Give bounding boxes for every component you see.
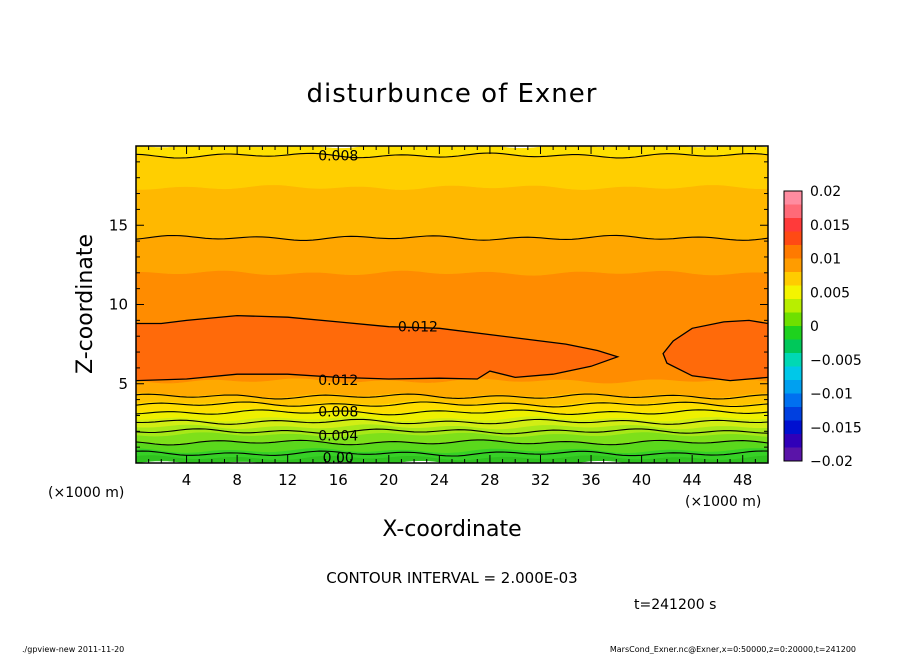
colorbar-swatch <box>784 434 802 448</box>
colorbar-tick-label: −0.02 <box>810 454 853 470</box>
contour-label-3: 0.012 <box>318 373 358 389</box>
contour-region-1 <box>663 320 768 381</box>
x-tick-label: 12 <box>278 471 297 489</box>
contour-band-11 <box>136 235 768 276</box>
colorbar-swatch <box>784 191 802 205</box>
contour-line-4 <box>136 409 768 416</box>
contour-region-0 <box>136 315 618 381</box>
colorbar-tick-label: −0.005 <box>810 353 862 369</box>
colorbar-swatch <box>784 272 802 286</box>
x-axis-label: X-coordinate <box>382 517 521 542</box>
x-tick-label: 20 <box>379 471 398 489</box>
x-tick-label: 16 <box>329 471 348 489</box>
colorbar-swatch <box>784 380 802 394</box>
colorbar-tick-label: 0.02 <box>810 184 841 200</box>
x-tick-label: 40 <box>632 471 651 489</box>
colorbar-swatch <box>784 218 802 232</box>
colorbar-frame <box>783 190 803 462</box>
colorbar-swatch <box>784 353 802 367</box>
y-tick-label: 5 <box>118 375 128 393</box>
x-tick-label: 32 <box>531 471 550 489</box>
contour-interval-text: CONTOUR INTERVAL = 2.000E-03 <box>326 569 577 587</box>
footer-right: MarsCond_Exner.nc@Exner,x=0:50000,z=0:20… <box>610 645 856 654</box>
x-tick-label: 48 <box>733 471 752 489</box>
footer-left: ./gpview-new 2011-11-20 <box>22 645 124 654</box>
colorbar-swatch <box>784 204 802 219</box>
contour-label-2: 0.008 <box>318 404 358 420</box>
colorbar-swatch <box>784 312 802 327</box>
contour-line-5 <box>136 401 768 408</box>
x-unit-right: (×1000 m) <box>685 494 761 510</box>
contour-line-0012-left <box>136 314 620 382</box>
colorbar-swatch <box>784 447 802 462</box>
colorbar-swatch <box>784 366 802 381</box>
colorbar-tick-label: 0.005 <box>810 285 850 301</box>
x-tick-label: 28 <box>480 471 499 489</box>
y-tick-label: 15 <box>109 216 128 234</box>
colorbar <box>783 190 803 462</box>
contour-line-0 <box>136 450 768 457</box>
contour-line-layer <box>136 152 768 457</box>
colorbar-swatch <box>784 393 802 408</box>
x-tick-label: 36 <box>581 471 600 489</box>
contour-label-1: 0.004 <box>318 428 358 444</box>
contour-line-7 <box>136 234 768 241</box>
x-unit-left: (×1000 m) <box>48 485 124 501</box>
x-axis: 4 8 12 16 20 24 28 32 36 40 44 48 <box>148 146 756 489</box>
colorbar-swatch <box>784 245 802 259</box>
colorbar-ticks: 0.02 0.015 0.01 0.005 0 −0.005 −0.01 −0.015 −0.0… <box>810 184 862 470</box>
colorbar-swatch <box>784 339 802 354</box>
colorbar-swatch <box>784 407 802 421</box>
colorbar-tick-label: −0.015 <box>810 420 862 436</box>
contour-band-13 <box>136 152 768 190</box>
colorbar-swatch <box>784 231 802 246</box>
contour-line-3 <box>136 418 768 425</box>
contour-band-12 <box>136 184 768 241</box>
chart-title: disturbunce of Exner <box>307 79 598 109</box>
colorbar-swatch <box>784 258 802 273</box>
colorbar-swatch <box>784 285 802 300</box>
contour-label-4: 0.012 <box>398 320 438 336</box>
contour-line-8 <box>136 152 768 159</box>
time-label: t=241200 s <box>634 597 716 613</box>
colorbar-tick-label: −0.01 <box>810 387 853 403</box>
colorbar-swatch <box>784 420 802 435</box>
y-axis: 5 10 15 <box>109 161 768 448</box>
colorbar-tick-label: 0.015 <box>810 218 850 234</box>
y-tick-label: 10 <box>109 296 128 314</box>
colorbar-swatch <box>784 326 802 340</box>
colorbar-swatch <box>784 299 802 313</box>
contour-line-6 <box>136 393 768 400</box>
y-axis-label: Z-coordinate <box>73 234 98 374</box>
colorbar-tick-label: 0.01 <box>810 252 841 268</box>
x-tick-label: 8 <box>232 471 242 489</box>
contour-label-5: 0.008 <box>318 149 358 165</box>
contour-fill-layer <box>136 146 768 463</box>
x-tick-label: 44 <box>683 471 702 489</box>
x-tick-label: 4 <box>182 471 192 489</box>
contour-line-0012-right <box>662 319 768 382</box>
x-tick-label: 24 <box>430 471 449 489</box>
contour-line-1 <box>136 439 768 446</box>
contour-line-2 <box>136 428 768 435</box>
colorbar-tick-label: 0 <box>810 319 819 335</box>
